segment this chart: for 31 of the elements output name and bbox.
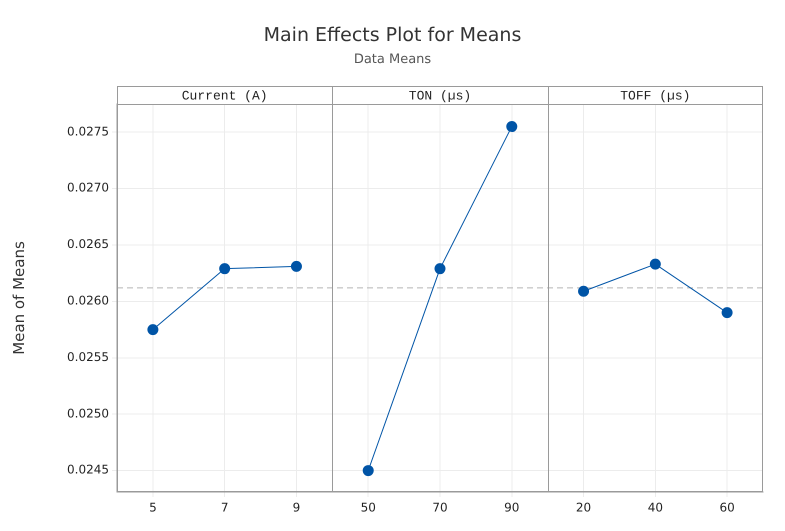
y-axis-title: Mean of Means xyxy=(10,241,28,355)
y-tick-label: 0.0260 xyxy=(67,294,109,308)
x-tick-label: 5 xyxy=(149,500,157,514)
x-tick-label: 40 xyxy=(648,500,663,514)
y-tick-label: 0.0250 xyxy=(67,406,109,420)
x-tick-label: 7 xyxy=(220,500,228,514)
x-tick-label: 60 xyxy=(719,500,735,514)
y-tick-label: 0.0270 xyxy=(67,180,109,195)
x-tick-label: 20 xyxy=(576,500,592,514)
y-tick-label: 0.0255 xyxy=(67,350,109,364)
y-tick-label: 0.0275 xyxy=(67,124,109,138)
x-tick-label: 9 xyxy=(292,500,300,514)
point xyxy=(147,324,158,336)
text: TOFF (µs) xyxy=(620,88,690,104)
x-tick-label: 50 xyxy=(360,500,376,514)
y-tick-label: 0.0245 xyxy=(67,462,109,477)
point xyxy=(290,260,302,272)
point xyxy=(506,121,518,132)
point xyxy=(362,465,374,476)
text: Current (A) xyxy=(182,88,268,104)
chart-title: Main Effects Plot for Means xyxy=(262,24,522,46)
chart-subtitle: Data Means xyxy=(352,52,432,67)
point xyxy=(434,263,446,274)
text: TON (µs) xyxy=(408,88,472,104)
x-tick-label: 90 xyxy=(504,500,520,514)
y-tick-label: 0.0265 xyxy=(67,237,109,252)
x-tick-label: 70 xyxy=(432,500,448,514)
point xyxy=(650,258,661,270)
point xyxy=(722,307,733,318)
point xyxy=(578,286,590,297)
point xyxy=(219,263,230,274)
